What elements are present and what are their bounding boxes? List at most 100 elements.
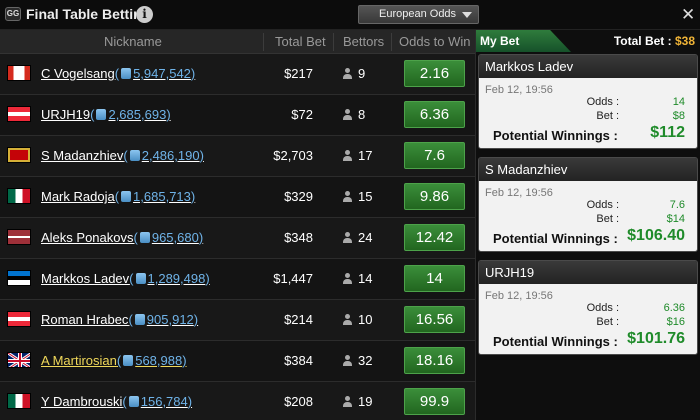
total-bet-cell: $2,703 [273,148,313,163]
odds-button[interactable]: 18.16 [404,347,465,374]
bet-date: Feb 12, 19:56 [485,84,553,96]
player-nickname-link[interactable]: Roman Hrabec(905,912) [41,312,198,327]
potential-winnings-value: $112 [650,124,685,141]
bettors-cell: 17 [343,148,372,163]
player-nickname-link[interactable]: Mark Radoja(1,685,713) [41,189,195,204]
potential-winnings-value: $106.40 [627,227,685,244]
odds-label: Odds : [586,302,619,314]
odds-button[interactable]: 16.56 [404,306,465,333]
odds-button[interactable]: 6.36 [404,101,465,128]
column-odds-to-win: Odds to Win [399,34,471,49]
total-bet-cell: $214 [284,312,313,327]
odds-label: Odds : [586,96,619,108]
table-row: URJH19(2,685,693) $72 8 6.36 [0,95,475,136]
person-icon [343,273,352,284]
potential-winnings-label: Potential Winnings : [493,128,618,143]
column-bettors: Bettors [343,34,385,49]
ggpoker-logo-icon: GG [5,7,21,21]
player-nickname-link[interactable]: A Martirosian(568,988) [41,353,187,368]
table-row: Mark Radoja(1,685,713) $329 15 9.86 [0,177,475,218]
bettors-cell: 19 [343,394,372,409]
odds-button[interactable]: 9.86 [404,183,465,210]
bet-player-name: S Madanzhiev [479,158,697,181]
title-bar: GG Final Table Betting i European Odds ✕ [0,0,700,30]
flag-estonia-icon [7,270,31,286]
odds-button[interactable]: 2.16 [404,60,465,87]
table-row: Aleks Ponakovs(965,680) $348 24 12.42 [0,218,475,259]
bet-label: Bet : [596,316,619,328]
player-stack: (905,912) [128,312,199,327]
stack-amount: 568,988 [135,353,183,368]
bettors-count: 32 [358,353,373,368]
bet-odds: 6.36 [663,302,685,314]
bettors-count: 17 [358,148,373,163]
odds-label: Odds : [586,199,619,211]
flag-mexico-icon [7,188,31,204]
bettors-count: 10 [358,312,373,327]
stack-amount: 5,947,542 [133,66,191,81]
stack-amount: 156,784 [140,394,188,409]
table-row: Roman Hrabec(905,912) $214 10 16.56 [0,300,475,341]
odds-button[interactable]: 7.6 [404,142,465,169]
potential-winnings-value: $101.76 [627,330,685,347]
bet-label: Bet : [596,110,619,122]
player-stack: (5,947,542) [114,66,196,81]
player-stack: (965,680) [133,230,204,245]
flag-austria-icon [7,311,31,327]
player-nickname-link[interactable]: Markkos Ladev(1,289,498) [41,271,210,286]
table-row: Y Dambrouski(156,784) $208 19 99.9 [0,382,475,420]
bet-card: Markkos Ladev Feb 12, 19:56 Odds : 14 Be… [478,54,698,149]
player-name: Markkos Ladev [41,271,130,286]
chips-icon [123,355,134,366]
bettors-cell: 32 [343,353,372,368]
player-stack: (156,784) [122,394,193,409]
player-stack: (2,486,190) [123,148,204,163]
stack-amount: 2,486,190 [141,148,200,163]
person-icon [343,109,352,120]
player-nickname-link[interactable]: Y Dambrouski(156,784) [41,394,192,409]
person-icon [343,150,352,161]
player-stack: (568,988) [116,353,187,368]
chevron-down-icon [462,12,472,18]
player-name: Aleks Ponakovs [41,230,134,245]
bettors-cell: 15 [343,189,372,204]
close-icon[interactable]: ✕ [681,5,696,25]
player-nickname-link[interactable]: S Madanzhiev(2,486,190) [41,148,204,163]
person-icon [343,232,352,243]
person-icon [343,396,352,407]
stack-amount: 905,912 [146,312,194,327]
player-nickname-link[interactable]: C Vogelsang(5,947,542) [41,66,195,81]
table-header: Nickname Total Bet Bettors Odds to Win [0,30,475,54]
odds-button[interactable]: 14 [404,265,465,292]
flag-montenegro-icon [7,147,31,163]
bet-amount: $16 [666,316,685,328]
column-total-bet: Total Bet [275,34,326,49]
flag-mexico-icon [7,393,31,409]
window-title: Final Table Betting [26,6,151,22]
bet-list: Markkos Ladev Feb 12, 19:56 Odds : 14 Be… [476,54,700,355]
bet-date: Feb 12, 19:56 [485,187,553,199]
odds-button[interactable]: 12.42 [404,224,465,251]
odds-button[interactable]: 99.9 [404,388,465,415]
player-nickname-link[interactable]: URJH19(2,685,693) [41,107,171,122]
player-name: S Madanzhiev [41,148,124,163]
bet-details: Feb 12, 19:56 Odds : 6.36 Bet : $16 Pote… [479,284,697,354]
total-bet-value: $38 [674,34,695,48]
flag-canada-icon [7,65,31,81]
info-icon[interactable]: i [136,6,153,23]
tab-my-bet[interactable]: My Bet [476,30,571,52]
chips-icon [129,150,140,161]
bettors-count: 8 [358,107,366,122]
player-stack: (1,289,498) [129,271,210,286]
bet-details: Feb 12, 19:56 Odds : 14 Bet : $8 Potenti… [479,78,697,148]
chips-icon [135,273,146,284]
total-bet-summary: Total Bet : $38 [614,34,695,48]
bettors-cell: 9 [343,66,365,81]
bet-player-name: Markkos Ladev [479,55,697,78]
total-bet-cell: $348 [284,230,313,245]
my-bet-panel: My Bet Total Bet : $38 Markkos Ladev Feb… [475,30,700,420]
person-icon [343,191,352,202]
bettors-cell: 10 [343,312,372,327]
odds-format-dropdown[interactable]: European Odds [358,5,479,24]
player-nickname-link[interactable]: Aleks Ponakovs(965,680) [41,230,203,245]
